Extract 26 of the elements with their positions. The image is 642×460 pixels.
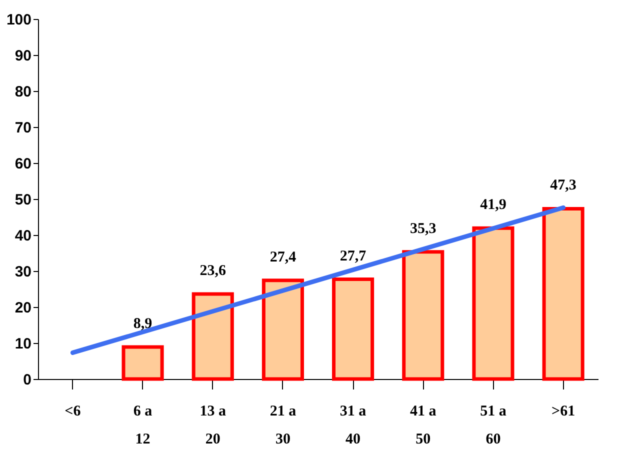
- x-tick-label: 41 a 50: [410, 404, 437, 448]
- y-tick-label: 70: [14, 120, 32, 136]
- data-label: 8,9: [133, 316, 152, 332]
- x-tick-label: 51 a 60: [480, 404, 507, 448]
- y-tick-label: 60: [14, 156, 32, 172]
- data-label: 35,3: [410, 220, 436, 237]
- data-label: 23,6: [200, 263, 226, 280]
- data-label: 41,9: [480, 197, 506, 214]
- data-label: 47,3: [550, 178, 576, 194]
- x-tick-label: >61: [552, 404, 576, 420]
- x-tick-label: 6 a 12: [133, 404, 153, 448]
- data-label: 27,7: [340, 248, 367, 264]
- x-tick-label: <6: [64, 404, 82, 420]
- y-tick-label: 0: [23, 372, 32, 388]
- data-label: 27,4: [270, 249, 297, 266]
- y-tick-label: 40: [14, 228, 32, 244]
- y-tick-label: 20: [14, 300, 32, 316]
- y-tick-label: 80: [14, 84, 32, 100]
- y-tick-label: 10: [14, 336, 32, 352]
- x-tick-label: 21 a 30: [270, 404, 297, 448]
- y-tick-label: 50: [14, 192, 32, 208]
- y-tick-label: 90: [14, 48, 32, 64]
- y-tick-label: 100: [6, 12, 32, 28]
- x-tick-label: 13 a 20: [200, 404, 226, 448]
- x-tick-label: 31 a 40: [340, 404, 367, 448]
- y-tick-label: 30: [14, 264, 32, 280]
